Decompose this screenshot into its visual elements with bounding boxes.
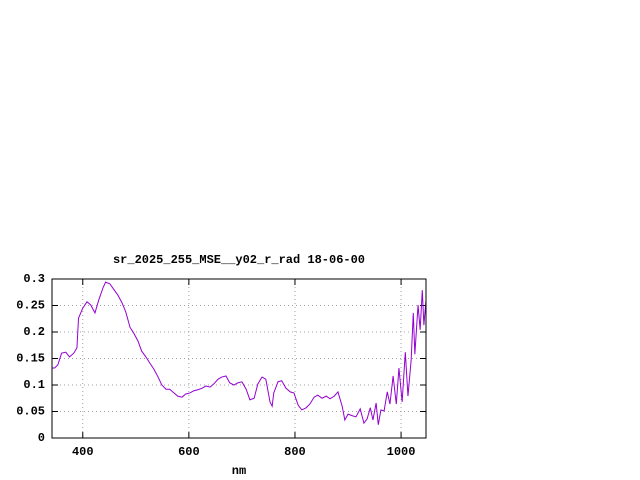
y-tick-label: 0 [38,431,45,445]
x-axis-label: nm [232,464,246,478]
x-tick-label: 600 [178,445,200,459]
y-tick-label: 0.15 [16,352,45,366]
y-tick-label: 0.05 [16,405,45,419]
plot-border [51,278,427,439]
y-tick-label: 0.1 [23,378,45,392]
x-tick-label: 800 [284,445,306,459]
data-line [52,281,427,425]
x-tick-label: 1000 [387,445,416,459]
y-tick-label: 0.2 [23,325,45,339]
chart-title: sr_2025_255_MSE__y02_r_rad 18-06-00 [113,253,365,267]
x-tick-label: 400 [72,445,94,459]
y-tick-label: 0.3 [23,272,45,286]
y-tick-label: 0.25 [16,299,45,313]
